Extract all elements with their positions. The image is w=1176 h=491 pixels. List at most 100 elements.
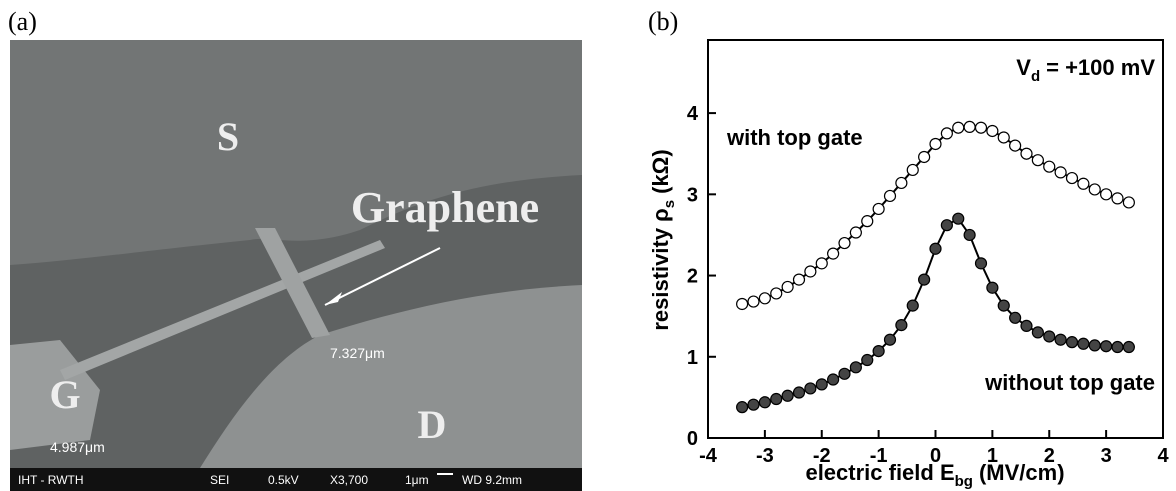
series-label: without top gate bbox=[984, 370, 1155, 395]
data-point bbox=[804, 382, 817, 395]
data-point bbox=[872, 202, 885, 216]
data-point bbox=[1009, 311, 1022, 324]
y-axis-label: resistivity ρs(kΩ) bbox=[648, 149, 678, 330]
data-point bbox=[736, 297, 749, 311]
graphene-label: Graphene bbox=[351, 183, 539, 232]
data-point bbox=[758, 396, 771, 409]
x-tick-label: 0 bbox=[930, 445, 941, 467]
info-text: SEI bbox=[210, 473, 229, 487]
data-point bbox=[770, 392, 783, 406]
data-point bbox=[940, 219, 953, 232]
data-point bbox=[1088, 183, 1101, 196]
data-point bbox=[1100, 340, 1113, 353]
data-point bbox=[838, 236, 851, 250]
data-point bbox=[918, 273, 931, 286]
data-point bbox=[952, 212, 965, 225]
x-tick-label: -4 bbox=[699, 445, 718, 467]
data-point bbox=[940, 127, 953, 140]
data-point bbox=[1077, 337, 1090, 350]
data-point bbox=[952, 121, 965, 134]
info-text: IHT - RWTH bbox=[18, 473, 84, 487]
y-tick-label: 1 bbox=[687, 347, 698, 369]
data-point bbox=[1043, 330, 1056, 343]
info-text: 0.5kV bbox=[268, 473, 299, 487]
data-point bbox=[1031, 326, 1044, 339]
region-label: D bbox=[418, 402, 447, 447]
data-point bbox=[929, 242, 942, 255]
data-point bbox=[1122, 196, 1135, 209]
data-point bbox=[770, 287, 783, 300]
data-point bbox=[736, 401, 749, 414]
data-point bbox=[1054, 333, 1067, 346]
data-point bbox=[1020, 147, 1033, 160]
data-point bbox=[849, 226, 862, 239]
data-point bbox=[1100, 188, 1113, 201]
data-point bbox=[792, 273, 806, 286]
data-point bbox=[883, 189, 897, 203]
data-point bbox=[792, 386, 806, 399]
data-point bbox=[1065, 336, 1079, 349]
data-point bbox=[1065, 171, 1079, 185]
plot: -4 -3 -2 -1 0 1 2 3 4 0 1 2 3 4 with top gate without t… bbox=[687, 39, 1169, 467]
data-point bbox=[963, 228, 976, 242]
data-point bbox=[997, 131, 1010, 144]
data-point bbox=[861, 353, 874, 367]
data-point bbox=[815, 378, 828, 391]
x-tick-label: -2 bbox=[813, 445, 831, 467]
info-text: 1μm bbox=[405, 473, 429, 487]
data-point bbox=[1122, 340, 1135, 354]
x-tick-label: 3 bbox=[1101, 445, 1112, 467]
data-point bbox=[815, 257, 828, 270]
panel-label: (a) bbox=[8, 7, 37, 36]
measurement: 7.327μm bbox=[330, 345, 385, 361]
data-point bbox=[1111, 340, 1124, 354]
data-point bbox=[883, 333, 897, 346]
data-point bbox=[963, 120, 976, 134]
x-axis-label: electric field Ebg (MV/cm) bbox=[805, 460, 1064, 490]
data-point bbox=[1077, 177, 1090, 190]
data-point bbox=[906, 299, 919, 312]
data-point bbox=[1054, 166, 1067, 179]
y-tick-label: 0 bbox=[687, 428, 698, 450]
data-point bbox=[974, 121, 988, 134]
info-text: X3,700 bbox=[330, 473, 368, 487]
region-label: G bbox=[49, 372, 80, 417]
x-tick-label: -1 bbox=[870, 445, 888, 467]
data-point bbox=[827, 373, 840, 386]
data-point bbox=[827, 247, 840, 260]
x-tick-label: 4 bbox=[1157, 445, 1169, 467]
data-point bbox=[1088, 339, 1101, 352]
info-text: WD 9.2mm bbox=[462, 473, 522, 487]
sem-image bbox=[10, 40, 582, 468]
data-point bbox=[861, 215, 874, 228]
data-point bbox=[747, 398, 760, 411]
data-point bbox=[918, 150, 931, 164]
data-point bbox=[758, 292, 771, 305]
annotation: Vd = +100 mV bbox=[1016, 55, 1155, 85]
region-label: S bbox=[217, 114, 239, 159]
data-point bbox=[1111, 192, 1124, 205]
series-label: with top gate bbox=[726, 125, 863, 150]
data-point bbox=[781, 280, 794, 294]
x-tick-label: 2 bbox=[1044, 445, 1055, 467]
data-point bbox=[895, 318, 908, 332]
data-point bbox=[929, 137, 942, 151]
x-tick-label: -3 bbox=[756, 445, 774, 467]
y-tick-label: 3 bbox=[687, 184, 698, 206]
data-point bbox=[1043, 160, 1056, 173]
y-tick-label: 4 bbox=[687, 103, 699, 125]
data-point bbox=[747, 295, 760, 308]
data-point bbox=[781, 389, 794, 402]
data-point bbox=[895, 176, 908, 190]
data-point bbox=[986, 281, 999, 294]
data-point bbox=[872, 344, 885, 358]
panel-label: (b) bbox=[648, 7, 678, 36]
data-point bbox=[1020, 319, 1033, 333]
data-point bbox=[906, 163, 919, 177]
data-point bbox=[997, 299, 1010, 312]
data-point bbox=[986, 124, 999, 138]
y-tick-label: 2 bbox=[687, 266, 698, 288]
x-tick-label: 1 bbox=[987, 445, 998, 467]
measurement: 4.987μm bbox=[50, 439, 105, 455]
